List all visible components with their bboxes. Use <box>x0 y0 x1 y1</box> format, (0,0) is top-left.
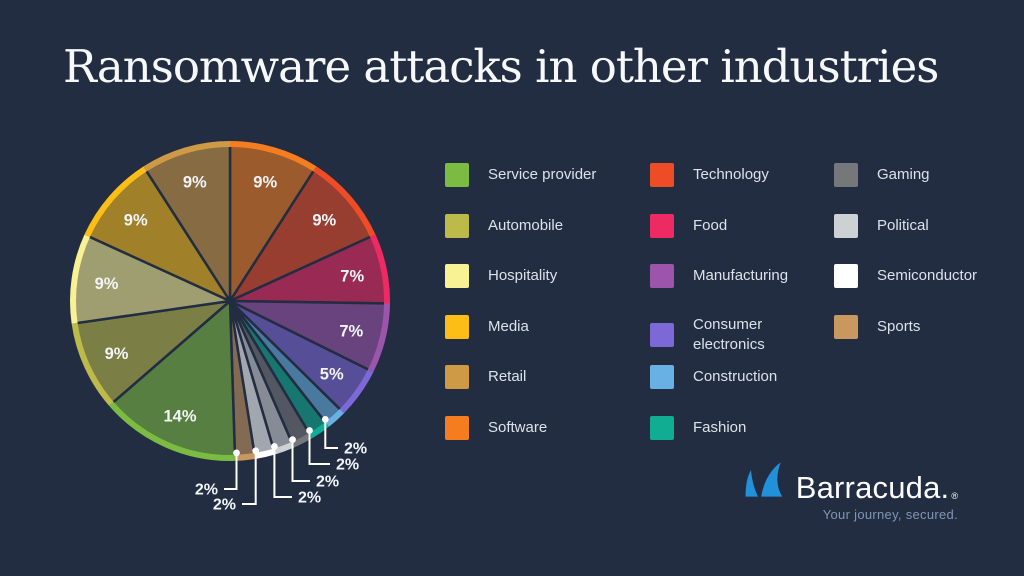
leader-line-semiconductor <box>242 450 257 505</box>
pie-slice-label-food: 7% <box>340 267 364 285</box>
registered-mark-icon: ® <box>951 491 958 501</box>
leader-dot-semiconductor <box>252 447 260 455</box>
leader-dot-sports <box>233 449 240 457</box>
brand-tagline: Your journey, secured. <box>822 507 958 522</box>
pie-slice-label-sports: 2% <box>195 482 218 499</box>
pie-slice-label-retail: 9% <box>183 173 207 191</box>
leader-line-sports <box>224 452 238 490</box>
leader-line-gaming <box>291 439 310 482</box>
pie-slice-label-automobile: 9% <box>105 345 129 363</box>
pie-rim-media <box>84 166 147 238</box>
leader-line-construction <box>324 419 338 449</box>
barracuda-fins-icon <box>745 462 783 497</box>
pie-slice-label-semiconductor: 2% <box>213 497 236 514</box>
pie-rim-service-provider <box>109 401 236 461</box>
pie-rim-manufacturing <box>368 303 390 373</box>
pie-slice-label-service-provider: 14% <box>163 407 196 425</box>
pie-rim-food <box>370 234 391 304</box>
pie-rim-sports <box>234 453 256 461</box>
leader-line-fashion <box>308 430 330 465</box>
pie-rim-retail <box>143 140 231 172</box>
pie-rim-fashion <box>309 422 329 439</box>
barracuda-logo: Barracuda. ® Your journey, secured. <box>744 456 958 522</box>
pie-leader-lines <box>224 416 338 505</box>
brand-wordmark: Barracuda. <box>795 470 950 505</box>
pie-slices <box>68 139 392 463</box>
leader-dot-fashion <box>306 427 313 434</box>
pie-slice-label-technology: 9% <box>312 211 336 229</box>
leader-dot-gaming <box>289 436 296 443</box>
pie-rim-consumer-electronics <box>339 369 374 414</box>
pie-slice-label-hospitality: 9% <box>95 275 119 293</box>
pie-slice-label-political: 2% <box>298 490 321 507</box>
leader-line-political <box>273 446 292 498</box>
pie-rim-hospitality <box>70 234 90 324</box>
pie-slice-label-software: 9% <box>253 173 277 191</box>
pie-slice-label-consumer-electronics: 5% <box>320 365 344 383</box>
pie-rim-software <box>229 140 317 172</box>
pie-slice-label-gaming: 2% <box>316 474 339 491</box>
pie-percent-labels: 9%9%7%7%5%2%2%2%2%2%2%14%9%9%9%9% <box>95 173 368 513</box>
pie-slice-label-construction: 2% <box>344 441 367 458</box>
pie-slice-label-media: 9% <box>124 211 148 229</box>
pie-slice-label-manufacturing: 7% <box>339 322 363 340</box>
chart-title: Ransomware attacks in other industries <box>63 40 939 93</box>
pie-rim-automobile <box>71 322 114 406</box>
leader-dot-construction <box>321 416 329 423</box>
pie-slice-label-fashion: 2% <box>336 457 359 474</box>
pie-rim-construction <box>325 408 345 427</box>
barracuda-logo-row: Barracuda. ® <box>744 456 958 503</box>
pie-rim-technology <box>313 166 376 238</box>
leader-dot-political <box>271 443 278 450</box>
